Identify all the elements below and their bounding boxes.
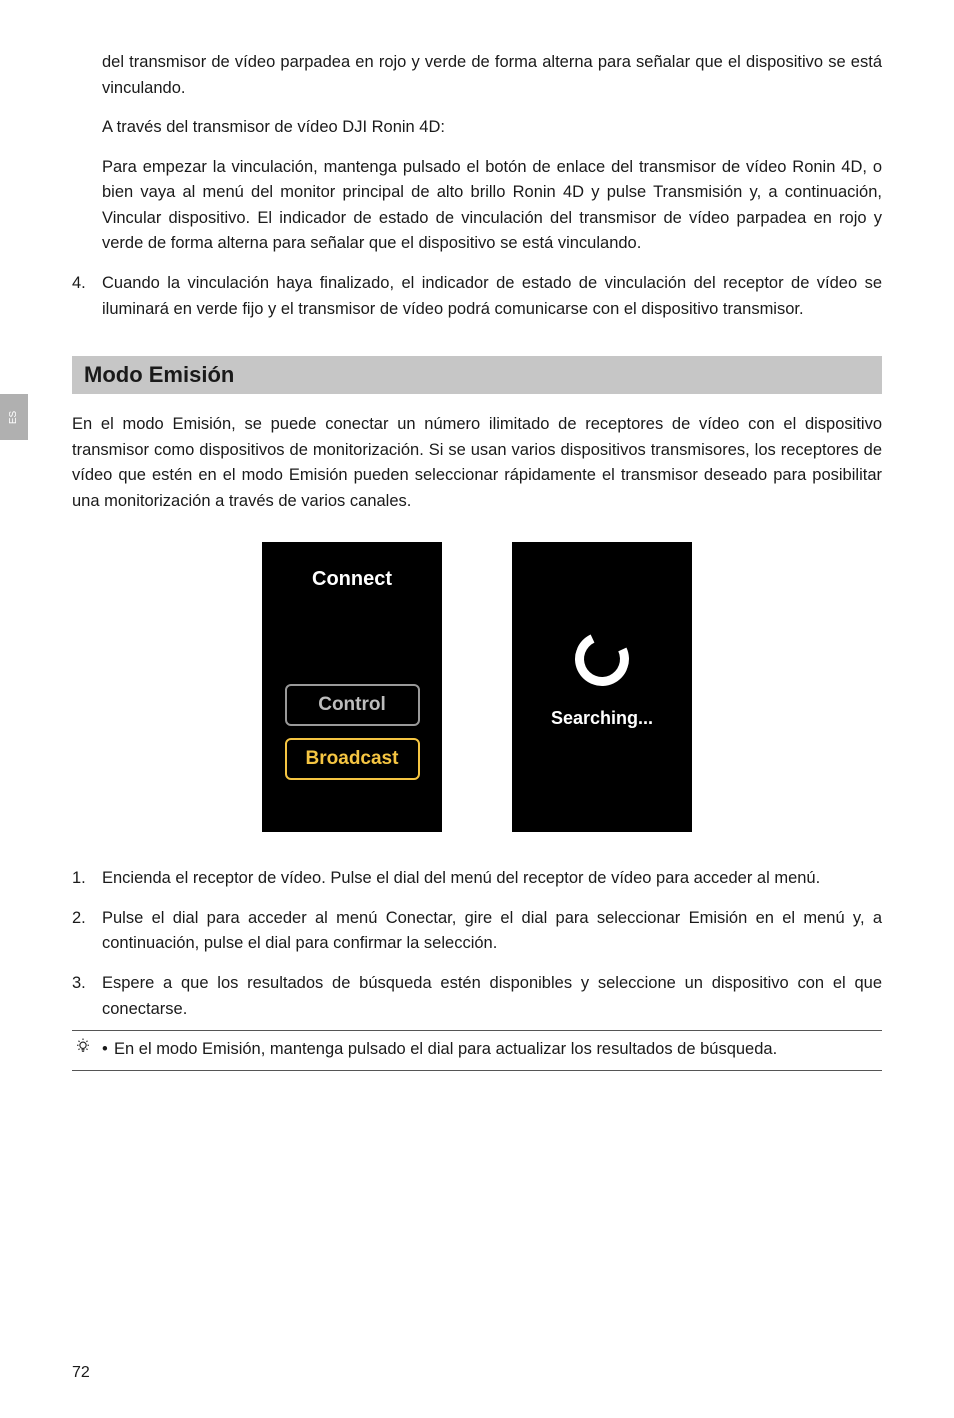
searching-label: Searching... <box>551 708 653 729</box>
list-text: Cuando la vinculación haya finalizado, e… <box>102 271 882 322</box>
step-text: Encienda el receptor de vídeo. Pulse el … <box>102 866 882 892</box>
mode-option-broadcast: Broadcast <box>285 738 420 780</box>
paragraph-continuation: del transmisor de vídeo parpadea en rojo… <box>102 50 882 101</box>
step-1: 1. Encienda el receptor de vídeo. Pulse … <box>72 866 882 892</box>
intro-paragraph: En el modo Emisión, se puede conectar un… <box>72 412 882 514</box>
paragraph-via-transmitter: A través del transmisor de vídeo DJI Ron… <box>102 115 882 141</box>
paragraph-linking-instructions: Para empezar la vinculación, mantenga pu… <box>102 155 882 257</box>
side-tab-label: ES <box>9 410 20 423</box>
step-text: Pulse el dial para acceder al menú Conec… <box>102 906 882 957</box>
step-number: 2. <box>72 906 102 957</box>
section-heading-modo-emision: Modo Emisión <box>72 356 882 394</box>
screen-title-connect: Connect <box>312 568 392 591</box>
screen-searching: Searching... <box>512 542 692 832</box>
step-3: 3. Espere a que los resultados de búsque… <box>72 971 882 1022</box>
tip-lightbulb-icon <box>72 1037 102 1064</box>
step-number: 1. <box>72 866 102 892</box>
step-text: Espere a que los resultados de búsqueda … <box>102 971 882 1022</box>
mode-option-control: Control <box>285 684 420 726</box>
tip-bullet: • <box>102 1037 114 1064</box>
spinner-icon <box>567 625 636 694</box>
tip-text: En el modo Emisión, mantenga pulsado el … <box>114 1037 882 1064</box>
step-number: 3. <box>72 971 102 1022</box>
screen-connect-menu: Connect Control Broadcast <box>262 542 442 832</box>
device-screens-illustration: Connect Control Broadcast Searching... <box>72 542 882 832</box>
page-number: 72 <box>72 1364 90 1382</box>
step-2: 2. Pulse el dial para acceder al menú Co… <box>72 906 882 957</box>
list-number: 4. <box>72 271 102 322</box>
side-language-tab: ES <box>0 394 28 440</box>
list-item-4: 4. Cuando la vinculación haya finalizado… <box>72 271 882 322</box>
tip-box: • En el modo Emisión, mantenga pulsado e… <box>72 1030 882 1071</box>
